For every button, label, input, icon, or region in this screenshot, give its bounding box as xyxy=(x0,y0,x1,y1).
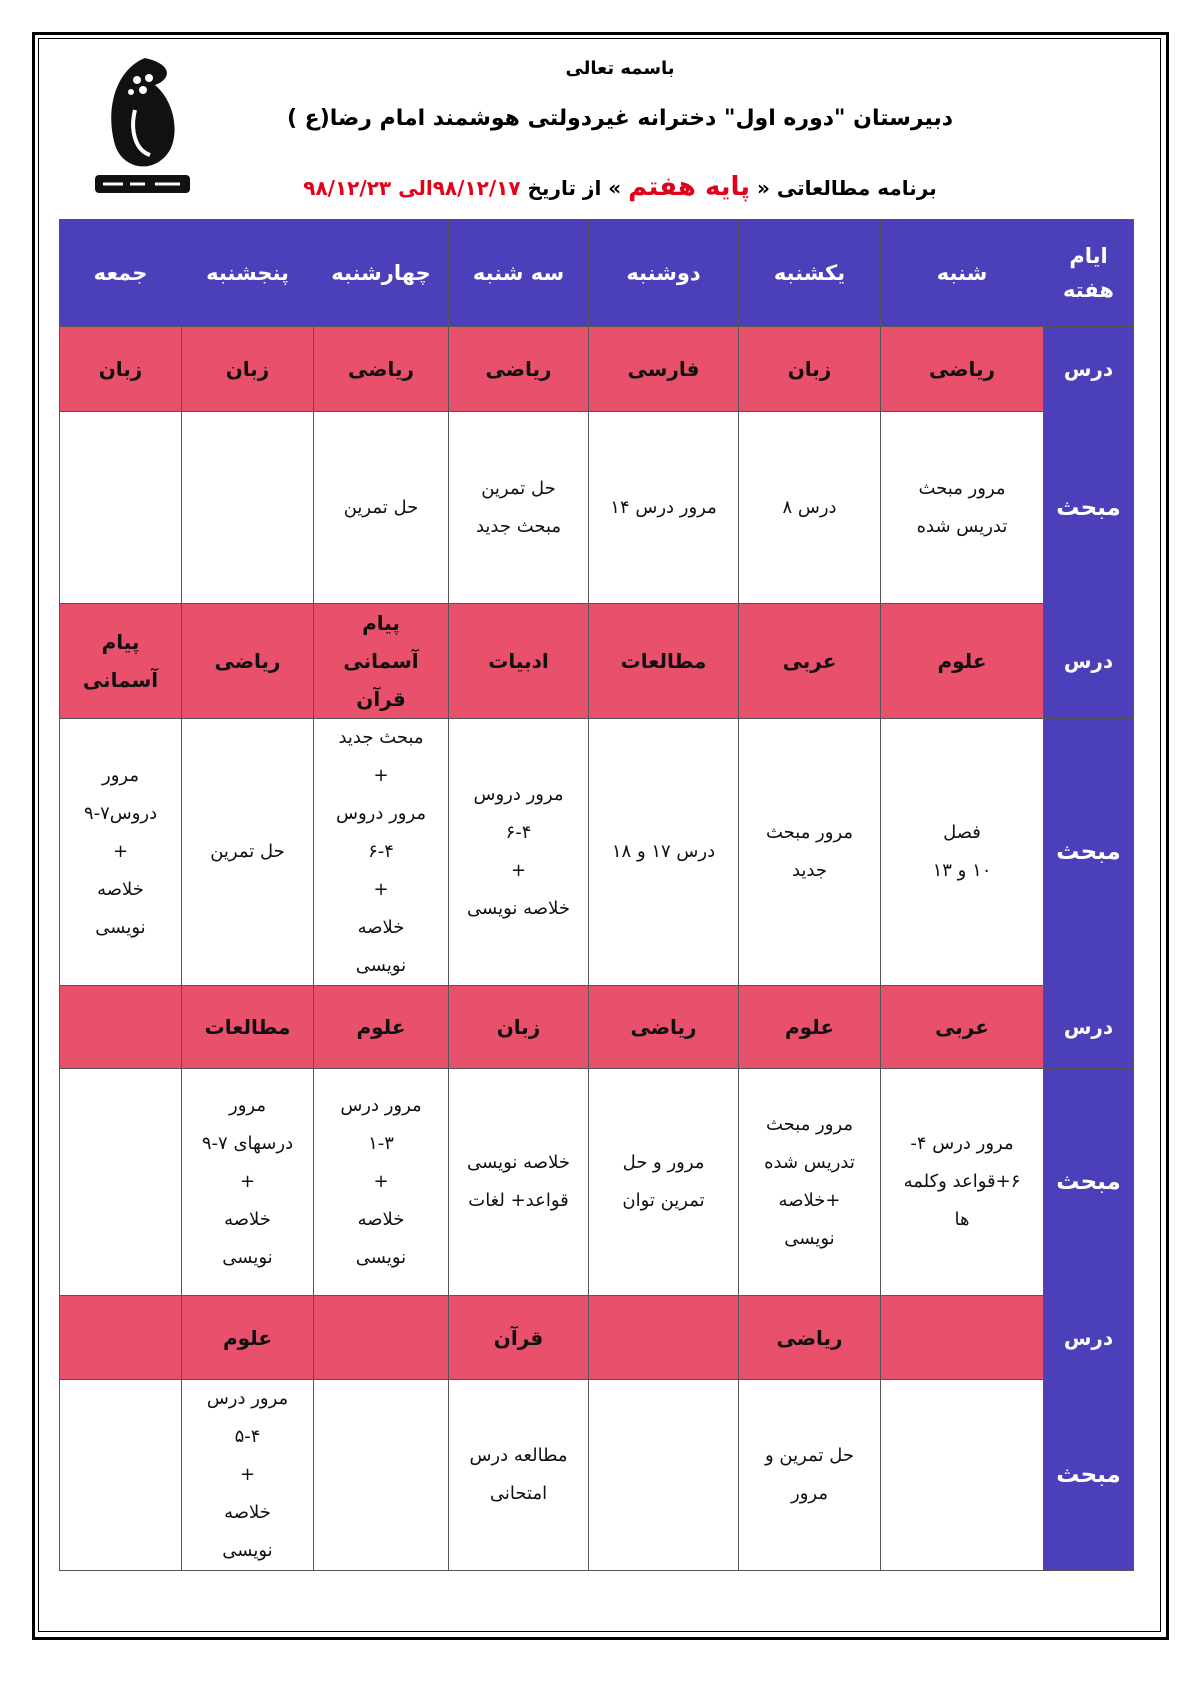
subject-row-label: درس xyxy=(1043,1295,1134,1380)
topic-cell: مرور دروس ۶-۴ + خلاصه نویسی xyxy=(448,718,589,986)
program-title: برنامه مطالعاتی « پایه هفتم » از تاریخ ۹… xyxy=(260,172,980,202)
heading-bismillah: باسمه تعالی xyxy=(565,58,675,79)
topic-cell: مرور مبحث جدید xyxy=(738,718,881,986)
day-header: چهارشنبه xyxy=(313,219,449,327)
subject-cell: مطالعات xyxy=(588,603,739,719)
topic-cell: فصل ۱۰ و ۱۳ xyxy=(880,718,1044,986)
date-to-word: الی xyxy=(398,176,433,200)
topic-cell: مرور و حل تمرین توان xyxy=(588,1068,739,1296)
topic-cell xyxy=(588,1379,739,1571)
subject-row: درس عربی علوم ریاضی زبان علوم مطالعات xyxy=(59,985,1134,1069)
topic-cell: مرور درسهای ۷-۹ + خلاصه نویسی xyxy=(181,1068,314,1296)
subject-cell xyxy=(880,1295,1044,1380)
topic-cell: مرور دروس۷-۹ + خلاصه نویسی xyxy=(59,718,182,986)
subject-cell: زبان xyxy=(59,326,182,412)
topic-cell xyxy=(880,1379,1044,1571)
topic-cell: مرور مبحث تدریس شده xyxy=(880,411,1044,604)
days-header-row: ایام هفته شنبه یکشنبه دوشنبه سه شنبه چهارشنبه… xyxy=(59,219,1134,327)
date-to: ۹۸/۱۲/۲۳ xyxy=(303,176,392,200)
topic-cell xyxy=(181,411,314,604)
day-header: سه شنبه xyxy=(448,219,589,327)
subject-row-label: درس xyxy=(1043,326,1134,412)
topic-row-label: مبحث xyxy=(1043,718,1134,986)
subject-cell xyxy=(59,985,182,1069)
title-prefix: برنامه مطالعاتی « xyxy=(756,176,937,200)
topic-cell: حل تمرین و مرور xyxy=(738,1379,881,1571)
subject-row-label: درس xyxy=(1043,985,1134,1069)
corner-label: ایام هفته xyxy=(1043,219,1134,327)
day-header: دوشنبه xyxy=(588,219,739,327)
topic-cell: مرور درس ۱۴ xyxy=(588,411,739,604)
topic-cell xyxy=(59,1379,182,1571)
subject-row: درس ریاضی قرآن علوم xyxy=(59,1295,1134,1380)
subject-cell: مطالعات xyxy=(181,985,314,1069)
page-border xyxy=(32,32,1169,1640)
subject-row: درس علوم عربی مطالعات ادبیات پیام آسمانی قرآن… xyxy=(59,603,1134,719)
subject-cell: پیام آسمانی xyxy=(59,603,182,719)
topic-cell: مرور درس ۱-۳ + خلاصه نویسی xyxy=(313,1068,449,1296)
day-header: پنجشنبه xyxy=(181,219,314,327)
subject-cell: زبان xyxy=(448,985,589,1069)
subject-cell: ریاضی xyxy=(588,985,739,1069)
topic-cell xyxy=(59,411,182,604)
subject-cell: زبان xyxy=(738,326,881,412)
topic-cell xyxy=(59,1068,182,1296)
subject-cell: علوم xyxy=(738,985,881,1069)
school-name: دبیرستان "دوره اول" دخترانه غیردولتی هوش… xyxy=(286,106,954,131)
subject-cell: ریاضی xyxy=(181,603,314,719)
subject-cell xyxy=(588,1295,739,1380)
subject-cell: قرآن xyxy=(448,1295,589,1380)
subject-cell: زبان xyxy=(181,326,314,412)
subject-cell: علوم xyxy=(313,985,449,1069)
subject-cell: علوم xyxy=(181,1295,314,1380)
topic-cell xyxy=(313,1379,449,1571)
topic-cell: حل تمرین xyxy=(181,718,314,986)
day-header: یکشنبه xyxy=(738,219,881,327)
subject-cell: علوم xyxy=(880,603,1044,719)
subject-row-label: درس xyxy=(1043,603,1134,719)
subject-row: درس ریاضی زبان فارسی ریاضی ریاضی زبان زبان xyxy=(59,326,1134,412)
subject-cell: عربی xyxy=(738,603,881,719)
topic-cell: مرور مبحث تدریس شده +خلاصه نویسی xyxy=(738,1068,881,1296)
subject-cell: ادبیات xyxy=(448,603,589,719)
grade-label: پایه هفتم xyxy=(628,172,751,202)
topic-row-label: مبحث xyxy=(1043,411,1134,604)
page-border-inner xyxy=(38,38,1161,1632)
topic-row: مبحث فصل ۱۰ و ۱۳ مرور مبحث جدید درس ۱۷ و ۱۸… xyxy=(59,718,1134,986)
subject-cell xyxy=(59,1295,182,1380)
title-mid: » از تاریخ xyxy=(527,176,622,200)
topic-cell: حل تمرین xyxy=(313,411,449,604)
topic-cell: مرور درس ۴- ۶+قواعد وکلمه ها xyxy=(880,1068,1044,1296)
topic-cell: درس ۸ xyxy=(738,411,881,604)
subject-cell: ریاضی xyxy=(313,326,449,412)
topic-cell: مطالعه درس امتحانی xyxy=(448,1379,589,1571)
topic-cell: مرور درس ۵-۴ + خلاصه نویسی xyxy=(181,1379,314,1571)
study-schedule-table: ایام هفته شنبه یکشنبه دوشنبه سه شنبه چهارشنبه… xyxy=(59,219,1134,1571)
date-from: ۹۸/۱۲/۱۷ xyxy=(432,176,521,200)
subject-cell: عربی xyxy=(880,985,1044,1069)
day-header: جمعه xyxy=(59,219,182,327)
topic-cell: حل تمرین مبحث جدید xyxy=(448,411,589,604)
subject-cell xyxy=(313,1295,449,1380)
subject-cell: ریاضی xyxy=(738,1295,881,1380)
school-logo xyxy=(95,58,190,193)
subject-cell: فارسی xyxy=(588,326,739,412)
subject-cell: ریاضی xyxy=(448,326,589,412)
topic-cell: خلاصه نویسی قواعد+ لغات xyxy=(448,1068,589,1296)
topic-row: مبحث مرور درس ۴- ۶+قواعد وکلمه ها مرور مبح… xyxy=(59,1068,1134,1296)
topic-cell: درس ۱۷ و ۱۸ xyxy=(588,718,739,986)
topic-row: مبحث حل تمرین و مرور مطالعه درس امتحانی مرو… xyxy=(59,1379,1134,1571)
topic-row: مبحث مرور مبحث تدریس شده درس ۸ مرور درس ۱۴ ح… xyxy=(59,411,1134,604)
topic-row-label: مبحث xyxy=(1043,1379,1134,1571)
topic-row-label: مبحث xyxy=(1043,1068,1134,1296)
subject-cell: ریاضی xyxy=(880,326,1044,412)
day-header: شنبه xyxy=(880,219,1044,327)
topic-cell: مبحث جدید + مرور دروس ۶-۴ + خلاصه نویسی xyxy=(313,718,449,986)
subject-cell: پیام آسمانی قرآن xyxy=(313,603,449,719)
